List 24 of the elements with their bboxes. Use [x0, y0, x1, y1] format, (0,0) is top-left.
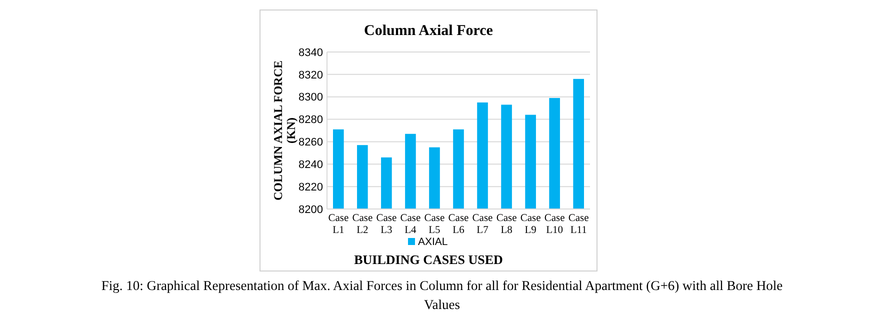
y-tick-label: 8240	[298, 158, 323, 171]
x-tick-label: Case L1	[328, 213, 349, 236]
x-tick-label: Case L8	[496, 213, 518, 236]
x-tick-label: Case L11	[568, 213, 590, 236]
y-tick-label: 8340	[298, 46, 323, 59]
y-tick-label: 8280	[298, 114, 323, 126]
x-tick-label: Case L10	[544, 213, 566, 236]
x-tick-label: Case L4	[400, 213, 422, 236]
caption: Fig. 10: Graphical Representation of Max. Axial Forces in Column for all for Residential Apartment (G+6) with all Bore Hole Values	[101, 278, 783, 312]
x-tick-label: Case L3	[376, 213, 397, 236]
x-tick-label: Case L7	[472, 213, 494, 236]
y-tick-label: 8320	[298, 69, 323, 82]
y-tick-label: 8200	[298, 204, 323, 216]
y-tick-label: 8220	[298, 181, 323, 194]
y-tick-label: 8300	[298, 92, 323, 104]
y-tick-label: 8260	[298, 136, 323, 149]
x-tick-label: Case L5	[424, 213, 446, 236]
x-tick-label: Case L2	[352, 213, 373, 236]
x-tick-label: Case L9	[520, 213, 542, 236]
x-tick-label: Case L6	[448, 213, 470, 236]
chart-title: Column Axial Force	[364, 23, 494, 39]
x-axis-title: BUILDING CASES USED	[354, 252, 503, 267]
y-axis-title: COLUMN AXIAL FORCE (KN)	[271, 60, 298, 201]
legend-label: AXIAL	[418, 236, 448, 248]
